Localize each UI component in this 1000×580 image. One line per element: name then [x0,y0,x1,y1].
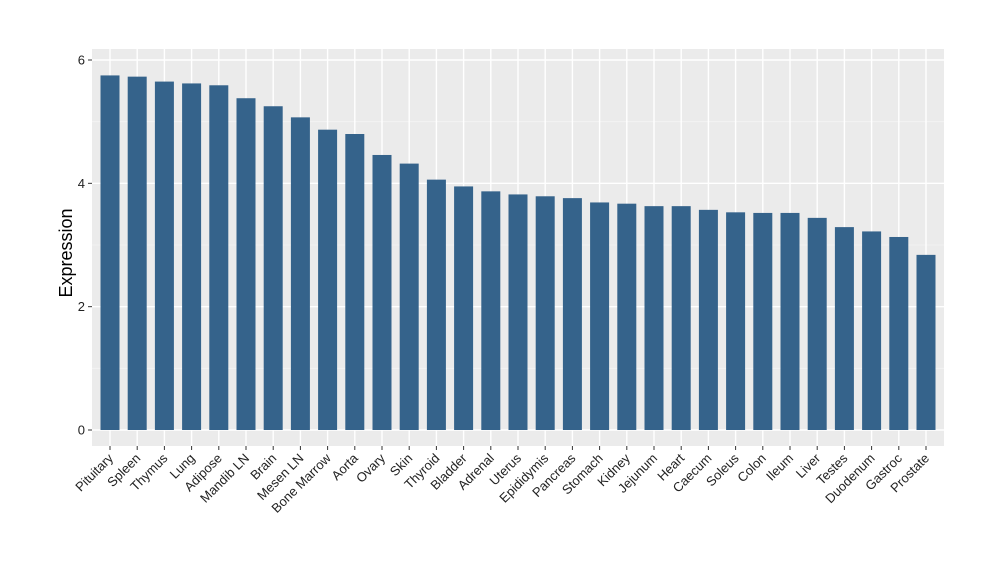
x-tick-label: Ileum [763,451,796,484]
bar-pancreas [562,198,582,430]
y-tick-label: 2 [78,299,85,314]
bar-colon [753,212,773,430]
bars [100,75,936,431]
bar-skin [399,163,419,430]
bar-ileum [780,212,800,430]
bar-stomach [590,202,610,430]
bar-kidney [617,203,637,430]
bar-epididymis [535,196,555,430]
bar-thyroid [426,179,446,430]
bar-testes [834,227,854,430]
y-axis-title: Expression [56,208,76,297]
bar-pituitary [100,75,120,431]
bar-caecum [698,209,718,430]
bar-soleus [726,212,746,430]
bar-duodenum [862,231,882,430]
bar-mandib-ln [236,98,256,430]
bar-bone-marrow [318,129,338,430]
bar-spleen [127,76,147,431]
bar-uterus [508,194,528,430]
y-tick-label: 0 [78,423,85,438]
bar-heart [671,206,691,430]
bar-prostate [916,254,936,430]
x-tick-label: Ovary [353,450,388,485]
bar-adrenal [481,191,501,430]
bar-bladder [454,186,474,430]
bar-lung [182,83,202,431]
y-tick-label: 6 [78,53,85,68]
bar-thymus [154,81,174,430]
bar-liver [807,217,827,430]
bar-aorta [345,134,365,430]
bar-mesen-ln [290,117,310,430]
x-tick-label: Colon [734,451,769,486]
y-axis: 0 2 4 6 [78,53,92,438]
y-tick-label: 4 [78,176,85,191]
bar-ovary [372,154,392,430]
bar-jejunum [644,206,664,430]
bar-brain [263,106,283,430]
bar-adipose [209,85,229,430]
bar-gastroc [889,236,909,430]
